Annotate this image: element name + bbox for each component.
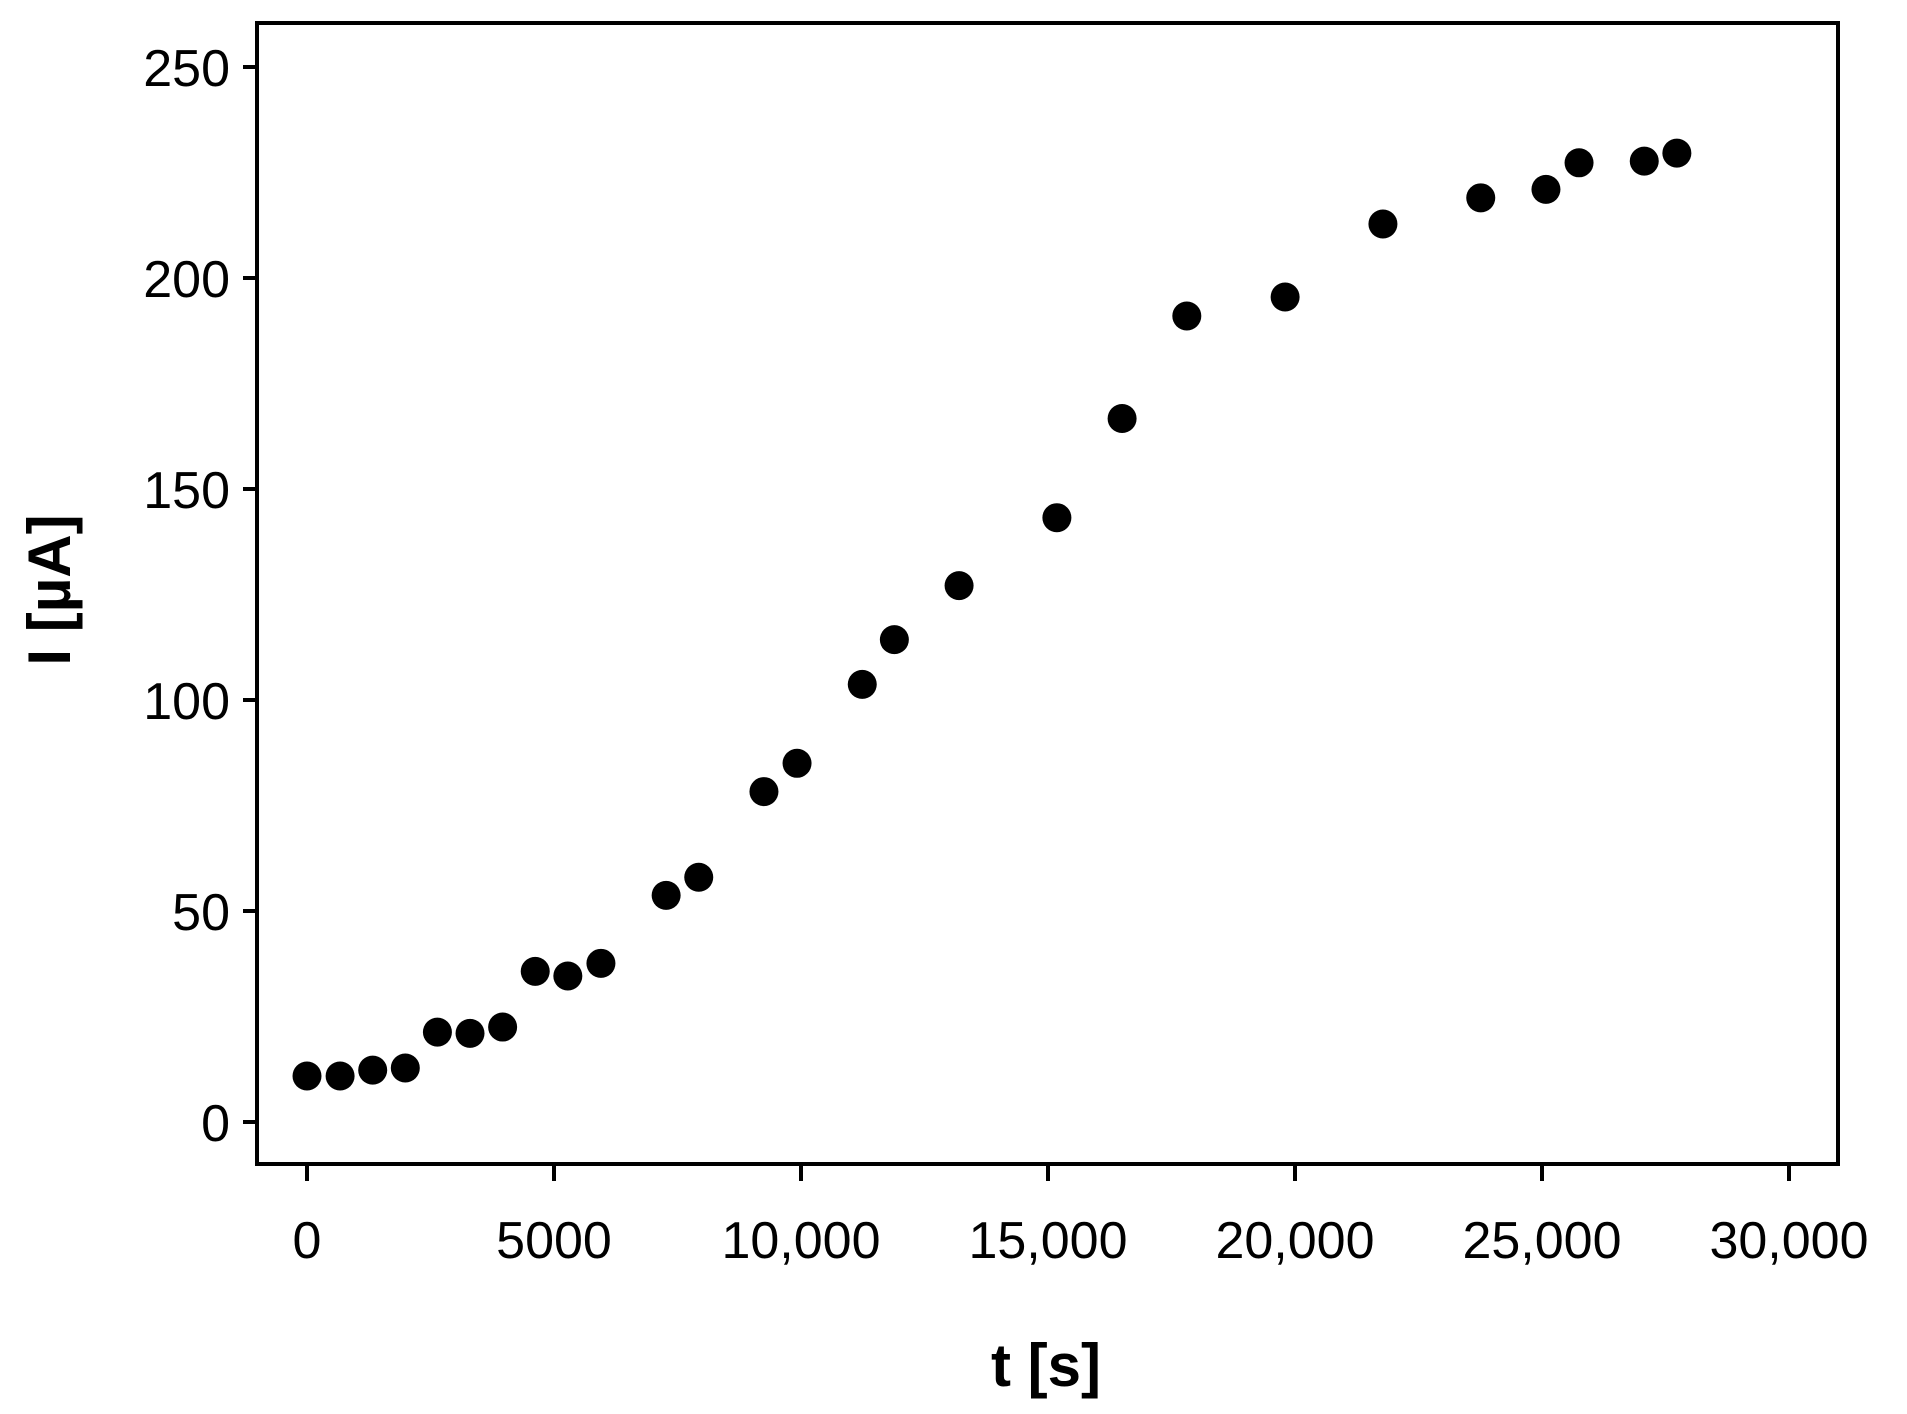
x-tick-label: 20,000 (1215, 1212, 1374, 1270)
data-point (1172, 301, 1202, 331)
x-tick-label: 25,000 (1462, 1212, 1621, 1270)
x-axis-title: t [s] (991, 1332, 1101, 1399)
x-tick-label: 30,000 (1709, 1212, 1868, 1270)
data-point (749, 777, 779, 807)
data-point (1629, 146, 1659, 176)
data-point (1270, 282, 1300, 312)
data-point (1042, 503, 1072, 533)
data-point (1107, 404, 1137, 434)
data-point (422, 1017, 452, 1047)
data-point (390, 1053, 420, 1083)
y-tick-label: 100 (143, 673, 230, 731)
data-point (358, 1055, 388, 1085)
y-tick-label: 50 (172, 884, 230, 942)
data-point (944, 571, 974, 601)
x-axis: 0 5000 10,000 15,000 20,000 25,000 30,000 (293, 1164, 1869, 1270)
data-point (847, 669, 877, 699)
y-tick-label: 0 (201, 1095, 230, 1153)
data-point (684, 862, 714, 892)
data-point (1662, 138, 1692, 168)
y-tick-label: 150 (143, 462, 230, 520)
x-tick-label: 5000 (496, 1212, 612, 1270)
x-tick-label: 0 (293, 1212, 322, 1270)
data-point (1368, 209, 1398, 239)
data-points (292, 138, 1692, 1091)
y-axis: 0 50 100 150 200 250 (143, 40, 257, 1153)
x-tick-label: 10,000 (721, 1212, 880, 1270)
y-axis-title: I [µA] (16, 514, 83, 665)
plot-frame (255, 21, 1840, 1166)
data-point (651, 880, 681, 910)
data-point (325, 1061, 355, 1091)
data-point (520, 956, 550, 986)
data-point (879, 625, 909, 655)
data-point (455, 1018, 485, 1048)
data-point (292, 1061, 322, 1091)
data-point (553, 961, 583, 991)
data-point (586, 948, 616, 978)
data-point (1531, 174, 1561, 204)
x-tick-label: 15,000 (968, 1212, 1127, 1270)
data-point (488, 1012, 518, 1042)
y-tick-label: 200 (143, 251, 230, 309)
data-point (1466, 183, 1496, 213)
data-point (782, 748, 812, 778)
data-point (1564, 148, 1594, 178)
y-tick-label: 250 (143, 40, 230, 98)
